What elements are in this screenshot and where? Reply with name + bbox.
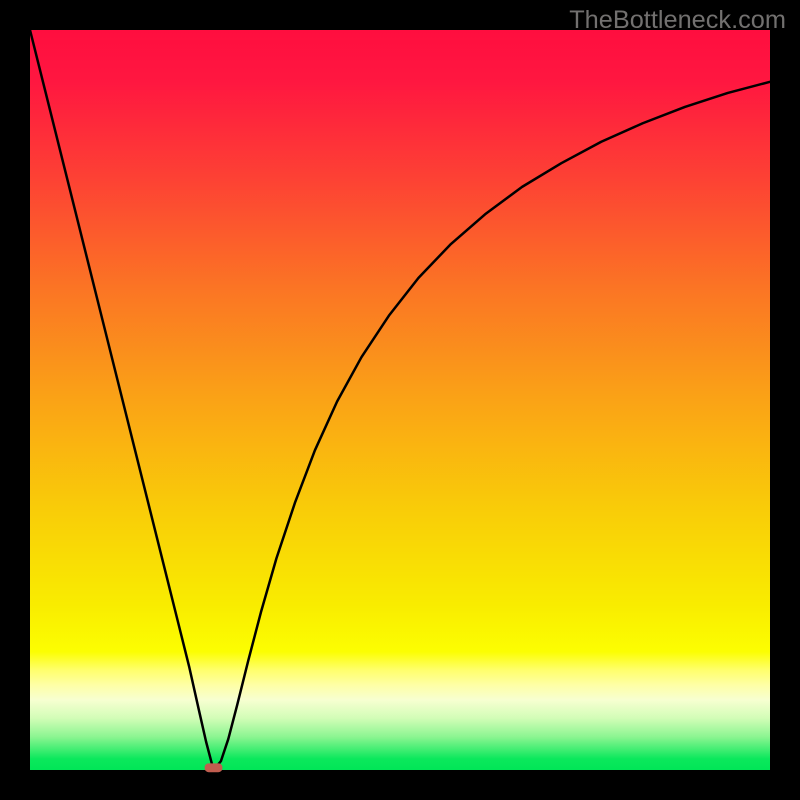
plot-gradient-area: [30, 30, 770, 770]
minimum-marker: [205, 763, 223, 772]
chart-container: TheBottleneck.com: [0, 0, 800, 800]
chart-svg: [0, 0, 800, 800]
